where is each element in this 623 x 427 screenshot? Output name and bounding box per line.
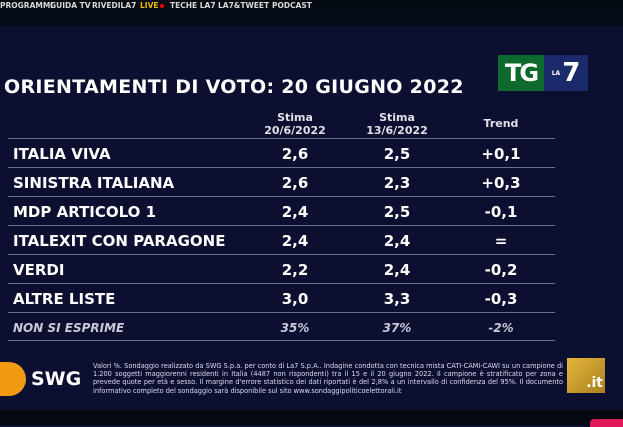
- nav-guida-tv[interactable]: GUIDA TV: [50, 1, 91, 10]
- estimate-current: 2,4: [281, 203, 309, 221]
- la7-it-logo: .it: [567, 358, 605, 393]
- logo-la: LA: [551, 69, 561, 77]
- live-dot-icon: [159, 4, 164, 8]
- swg-logo: SWG: [0, 362, 81, 396]
- estimate-current: 2,2: [281, 261, 309, 279]
- header-stima-previous: Stima 13/6/2022: [352, 111, 442, 137]
- trend-value: +0,1: [481, 145, 521, 163]
- estimate-previous: 2,5: [383, 203, 411, 221]
- trend-value: -2%: [488, 321, 514, 335]
- nav-programmi[interactable]: PROGRAMMI: [0, 1, 54, 10]
- nav-live-label: LIVE: [140, 1, 159, 10]
- table-row: ALTRE LISTE 3,0 3,3 -0,3: [8, 283, 555, 312]
- top-nav: PROGRAMMI GUIDA TV RIVEDILA7 LIVE TECHE …: [0, 0, 623, 26]
- party-name: VERDI: [13, 261, 65, 279]
- pink-tab: [590, 419, 623, 427]
- table-row: ITALIA VIVA 2,6 2,5 +0,1: [8, 138, 555, 167]
- tg-la7-logo: TG LA 7: [498, 55, 588, 91]
- trend-value: -0,3: [484, 290, 518, 308]
- logo-la7: LA 7: [544, 55, 588, 91]
- estimate-previous: 3,3: [383, 290, 411, 308]
- estimate-previous: 2,4: [383, 261, 411, 279]
- nav-live[interactable]: LIVE: [140, 1, 164, 11]
- logo-tg: TG: [498, 55, 544, 91]
- page-title: ORIENTAMENTI DI VOTO: 20 GIUGNO 2022: [4, 76, 464, 98]
- header-stima-current: Stima 20/6/2022: [250, 111, 340, 137]
- party-name: ALTRE LISTE: [13, 290, 116, 308]
- table-row: SINISTRA ITALIANA 2,6 2,3 +0,3: [8, 167, 555, 196]
- methodology-note: Valori %. Sondaggio realizzato da SWG S.…: [93, 362, 563, 395]
- party-name: ITALIA VIVA: [13, 145, 111, 163]
- logo-seven: 7: [562, 58, 581, 88]
- estimate-current: 2,6: [281, 174, 309, 192]
- party-name: NON SI ESPRIME: [13, 321, 125, 335]
- table-row: ITALEXIT CON PARAGONE 2,4 2,4 =: [8, 225, 555, 254]
- trend-value: =: [494, 232, 508, 250]
- header-date: 13/6/2022: [366, 124, 428, 137]
- swg-ball-icon: [0, 362, 26, 396]
- nav-rivedila7[interactable]: RIVEDILA7: [92, 1, 137, 10]
- nav-teche-la7[interactable]: TECHE LA7: [170, 1, 216, 10]
- estimate-current: 2,6: [281, 145, 309, 163]
- header-label: Stima: [277, 111, 313, 124]
- estimate-current: 2,4: [281, 232, 309, 250]
- trend-value: -0,1: [484, 203, 518, 221]
- nav-la7-tweet[interactable]: LA7&TWEET: [218, 1, 270, 10]
- trend-value: +0,3: [481, 174, 521, 192]
- trend-value: -0,2: [484, 261, 518, 279]
- estimate-previous: 2,4: [383, 232, 411, 250]
- estimate-previous: 2,3: [383, 174, 411, 192]
- party-name: MDP ARTICOLO 1: [13, 203, 157, 221]
- header-date: 20/6/2022: [264, 124, 326, 137]
- bottom-bar: [0, 410, 623, 425]
- swg-text: SWG: [31, 368, 82, 390]
- nav-podcast[interactable]: PODCAST: [272, 1, 312, 10]
- party-name: SINISTRA ITALIANA: [13, 174, 175, 192]
- estimate-current: 3,0: [281, 290, 309, 308]
- table-row: VERDI 2,2 2,4 -0,2: [8, 254, 555, 283]
- header-label: Stima: [379, 111, 415, 124]
- party-name: ITALEXIT CON PARAGONE: [13, 232, 226, 250]
- table-row: MDP ARTICOLO 1 2,4 2,5 -0,1: [8, 196, 555, 225]
- estimate-current: 35%: [280, 321, 310, 335]
- estimate-previous: 2,5: [383, 145, 411, 163]
- estimate-previous: 37%: [382, 321, 412, 335]
- table-row: NON SI ESPRIME 35% 37% -2%: [8, 312, 555, 341]
- header-trend: Trend: [483, 117, 519, 130]
